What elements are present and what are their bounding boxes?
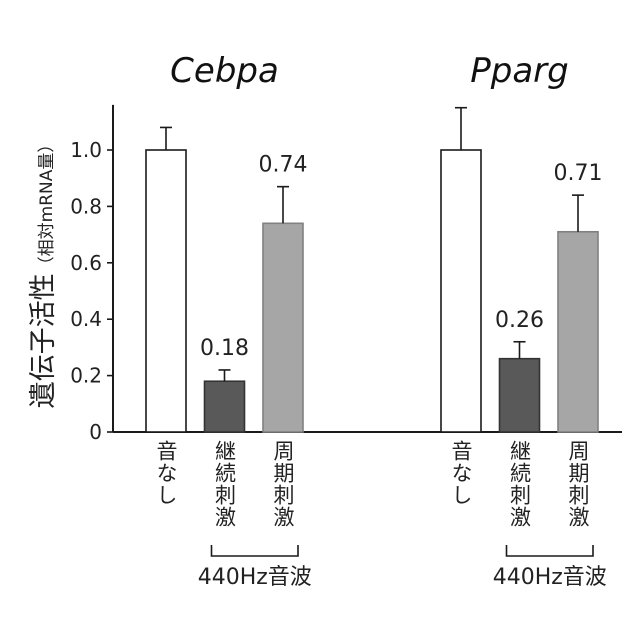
value-label: 0.18 bbox=[200, 336, 249, 361]
y-axis-label-unit: （相対mRNA量） bbox=[37, 136, 57, 274]
bar bbox=[500, 359, 540, 432]
y-tick-label: 1.0 bbox=[70, 138, 102, 162]
category-label: 継続刺激 bbox=[214, 440, 236, 528]
bar bbox=[205, 381, 245, 432]
category-label: 周期刺激 bbox=[272, 440, 294, 528]
y-axis-label: 遺伝子活性（相対mRNA量） bbox=[28, 136, 59, 409]
category-label: 音なし bbox=[450, 440, 472, 506]
bar bbox=[558, 232, 598, 432]
value-label: 0.74 bbox=[259, 153, 308, 178]
category-label: 継続刺激 bbox=[509, 440, 531, 528]
category-label: 音なし bbox=[155, 440, 177, 506]
bracket-label: 440Hz音波 bbox=[493, 566, 607, 590]
stimulus-bracket bbox=[507, 545, 594, 556]
y-axis-label-main: 遺伝子活性 bbox=[28, 273, 59, 408]
group-title: Pparg bbox=[470, 51, 568, 91]
category-label: 周期刺激 bbox=[567, 440, 589, 528]
bar bbox=[263, 223, 303, 432]
y-tick-label: 0 bbox=[89, 420, 102, 444]
stimulus-bracket bbox=[212, 545, 299, 556]
group-title: Cebpa bbox=[170, 51, 279, 91]
y-tick-label: 0.6 bbox=[70, 251, 102, 275]
y-tick-label: 0.4 bbox=[70, 307, 102, 331]
bar bbox=[441, 150, 481, 432]
value-label: 0.26 bbox=[495, 308, 544, 333]
bar bbox=[146, 150, 186, 432]
y-tick-label: 0.2 bbox=[70, 364, 102, 388]
value-label: 0.71 bbox=[554, 161, 603, 186]
bracket-label: 440Hz音波 bbox=[198, 566, 312, 590]
y-tick-label: 0.8 bbox=[70, 194, 102, 218]
